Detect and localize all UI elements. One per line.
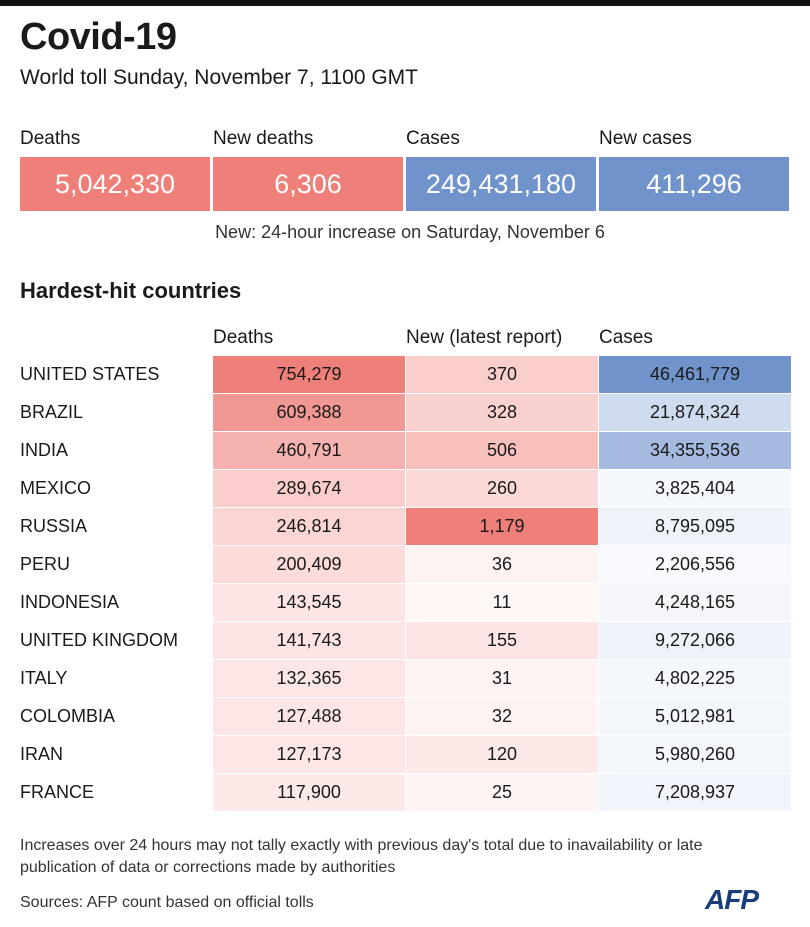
country-name-cell: INDONESIA [20, 592, 120, 612]
country-name-cell: COLOMBIA [20, 706, 116, 726]
footnote: Increases over 24 hours may not tally ex… [20, 837, 703, 876]
table-row: UNITED STATES 754,279 370 46,461,779 [0, 356, 810, 394]
table-row: MEXICO 289,674 260 3,825,404 [0, 470, 810, 508]
cases-cell: 5,980,260 [599, 736, 791, 773]
deaths-cell: 754,279 [213, 356, 405, 393]
new-deaths-cell: 260 [406, 470, 598, 507]
top-rule [0, 0, 810, 6]
afp-logo: AFP [705, 884, 759, 915]
new-deaths-cell: 36 [406, 546, 598, 583]
deaths-cell: 609,388 [213, 394, 405, 431]
table-row: INDIA 460,791 506 34,355,536 [0, 432, 810, 470]
deaths-cell: 127,488 [213, 698, 405, 735]
table-row: IRAN 127,173 120 5,980,260 [0, 736, 810, 774]
column-header-new: New (latest report) [406, 327, 563, 348]
deaths-cell: 289,674 [213, 470, 405, 507]
cases-cell: 7,208,937 [599, 774, 791, 811]
cases-cell: 46,461,779 [599, 356, 791, 393]
new-deaths-cell: 120 [406, 736, 598, 773]
new-deaths-cell: 155 [406, 622, 598, 659]
section-title: Hardest-hit countries [20, 278, 242, 303]
new-deaths-cell: 32 [406, 698, 598, 735]
cases-cell: 34,355,536 [599, 432, 791, 469]
kpi-label-cases: Cases [406, 128, 460, 149]
country-name-cell: MEXICO [20, 478, 92, 498]
table-row: COLOMBIA 127,488 32 5,012,981 [0, 698, 810, 736]
table-row: FRANCE 117,900 25 7,208,937 [0, 774, 810, 812]
new-deaths-cell: 1,179 [406, 508, 598, 545]
sources-note: Sources: AFP count based on official tol… [20, 894, 314, 911]
new-deaths-cell: 506 [406, 432, 598, 469]
kpi-label-deaths: Deaths [20, 128, 81, 149]
table-row: BRAZIL 609,388 328 21,874,324 [0, 394, 810, 432]
deaths-cell: 117,900 [213, 774, 405, 811]
new-deaths-cell: 328 [406, 394, 598, 431]
country-name-cell: BRAZIL [20, 402, 84, 422]
new-deaths-cell: 11 [406, 584, 598, 621]
page-subtitle: World toll Sunday, November 7, 1100 GMT [20, 66, 419, 89]
deaths-cell: 246,814 [213, 508, 405, 545]
deaths-cell: 143,545 [213, 584, 405, 621]
column-header-cases: Cases [599, 327, 653, 348]
cases-cell: 8,795,095 [599, 508, 791, 545]
kpi-value-deaths: 5,042,330 [20, 157, 210, 211]
deaths-cell: 127,173 [213, 736, 405, 773]
new-deaths-cell: 31 [406, 660, 598, 697]
cases-cell: 5,012,981 [599, 698, 791, 735]
cases-cell: 4,802,225 [599, 660, 791, 697]
table-row: INDONESIA 143,545 11 4,248,165 [0, 584, 810, 622]
country-name-cell: UNITED KINGDOM [20, 630, 179, 650]
table-row: UNITED KINGDOM 141,743 155 9,272,066 [0, 622, 810, 660]
country-name-cell: UNITED STATES [20, 364, 160, 384]
page-title: Covid-19 [20, 16, 177, 58]
deaths-cell: 132,365 [213, 660, 405, 697]
cases-cell: 21,874,324 [599, 394, 791, 431]
country-name-cell: INDIA [20, 440, 69, 460]
country-table: UNITED STATES 754,279 370 46,461,779 BRAZIL 6… [0, 356, 810, 812]
country-name-cell: PERU [20, 554, 71, 574]
table-row: RUSSIA 246,814 1,179 8,795,095 [0, 508, 810, 546]
cases-cell: 2,206,556 [599, 546, 791, 583]
kpi-label-new-cases: New cases [599, 128, 692, 149]
kpi-value-new-cases: 411,296 [599, 157, 789, 211]
country-name-cell: IRAN [20, 744, 64, 764]
cases-cell: 9,272,066 [599, 622, 791, 659]
column-header-deaths: Deaths [213, 327, 274, 348]
cases-cell: 3,825,404 [599, 470, 791, 507]
country-name-cell: RUSSIA [20, 516, 88, 536]
kpi-note: New: 24-hour increase on Saturday, Novem… [215, 222, 605, 242]
cases-cell: 4,248,165 [599, 584, 791, 621]
new-deaths-cell: 25 [406, 774, 598, 811]
table-row: PERU 200,409 36 2,206,556 [0, 546, 810, 584]
new-deaths-cell: 370 [406, 356, 598, 393]
table-row: ITALY 132,365 31 4,802,225 [0, 660, 810, 698]
kpi-label-new-deaths: New deaths [213, 128, 314, 149]
deaths-cell: 141,743 [213, 622, 405, 659]
country-name-cell: ITALY [20, 668, 68, 688]
kpi-value-cases: 249,431,180 [406, 157, 596, 211]
country-name-cell: FRANCE [20, 782, 95, 802]
deaths-cell: 200,409 [213, 546, 405, 583]
kpi-value-new-deaths: 6,306 [213, 157, 403, 211]
deaths-cell: 460,791 [213, 432, 405, 469]
